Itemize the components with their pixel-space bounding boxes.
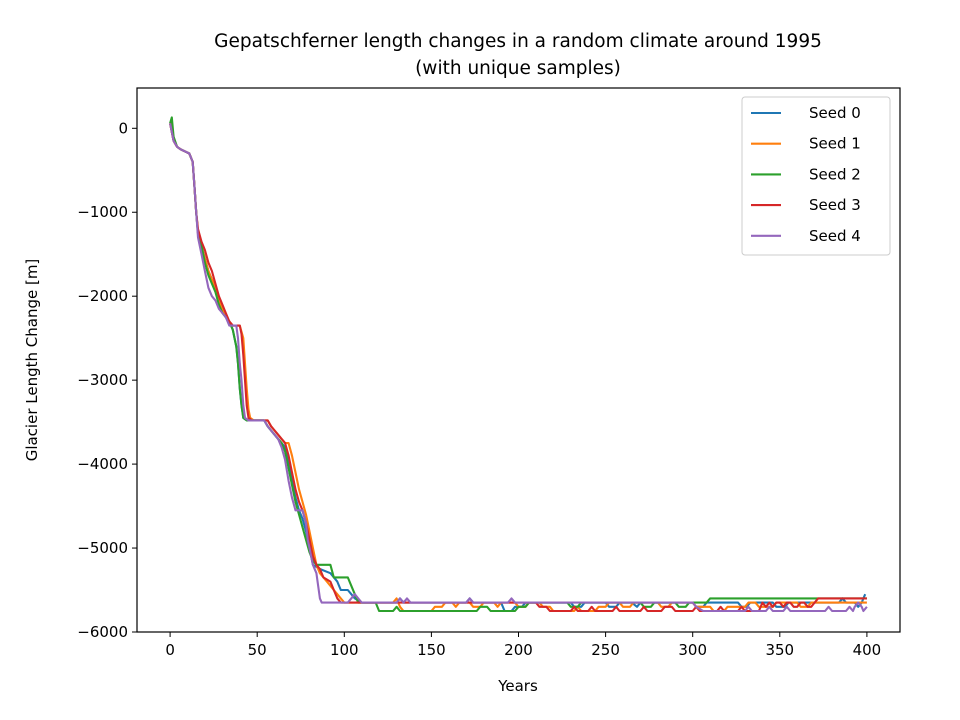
x-tick-label: 100 bbox=[330, 641, 359, 659]
x-tick-label: 350 bbox=[765, 641, 794, 659]
y-tick-label: 0 bbox=[118, 119, 128, 137]
chart-subtitle: (with unique samples) bbox=[415, 58, 621, 79]
x-tick-label: 400 bbox=[853, 641, 882, 659]
chart-title: Gepatschferner length changes in a rando… bbox=[214, 31, 822, 52]
x-tick-label: 250 bbox=[591, 641, 620, 659]
y-tick-label: −2000 bbox=[77, 287, 128, 305]
y-tick-label: −4000 bbox=[77, 455, 128, 473]
y-tick-label: −6000 bbox=[77, 623, 128, 641]
x-tick-label: 200 bbox=[504, 641, 533, 659]
legend: Seed 0 Seed 1 Seed 2 Seed 3 Seed 4 bbox=[741, 96, 891, 256]
y-axis-label: Glacier Length Change [m] bbox=[23, 259, 41, 462]
y-tick-label: −5000 bbox=[77, 539, 128, 557]
x-tick-label: 150 bbox=[417, 641, 446, 659]
x-tick-label: 50 bbox=[248, 641, 267, 659]
legend-label: Seed 2 bbox=[809, 165, 861, 183]
legend-label: Seed 3 bbox=[809, 196, 861, 214]
x-axis-label: Years bbox=[497, 677, 538, 695]
y-axis: −6000 −5000 −4000 −3000 −2000 −1000 0 bbox=[77, 119, 137, 641]
y-tick-label: −1000 bbox=[77, 203, 128, 221]
x-tick-label: 0 bbox=[165, 641, 175, 659]
legend-label: Seed 1 bbox=[809, 135, 861, 153]
legend-label: Seed 4 bbox=[809, 227, 861, 245]
series-layer bbox=[169, 116, 868, 613]
legend-box bbox=[741, 96, 891, 256]
series-line-seed-4 bbox=[169, 123, 868, 613]
legend-label: Seed 0 bbox=[809, 104, 861, 122]
y-tick-label: −3000 bbox=[77, 371, 128, 389]
x-axis: 0 50 100 150 200 250 300 350 400 bbox=[165, 632, 881, 659]
series-line-seed-2 bbox=[169, 116, 867, 613]
x-tick-label: 300 bbox=[678, 641, 707, 659]
